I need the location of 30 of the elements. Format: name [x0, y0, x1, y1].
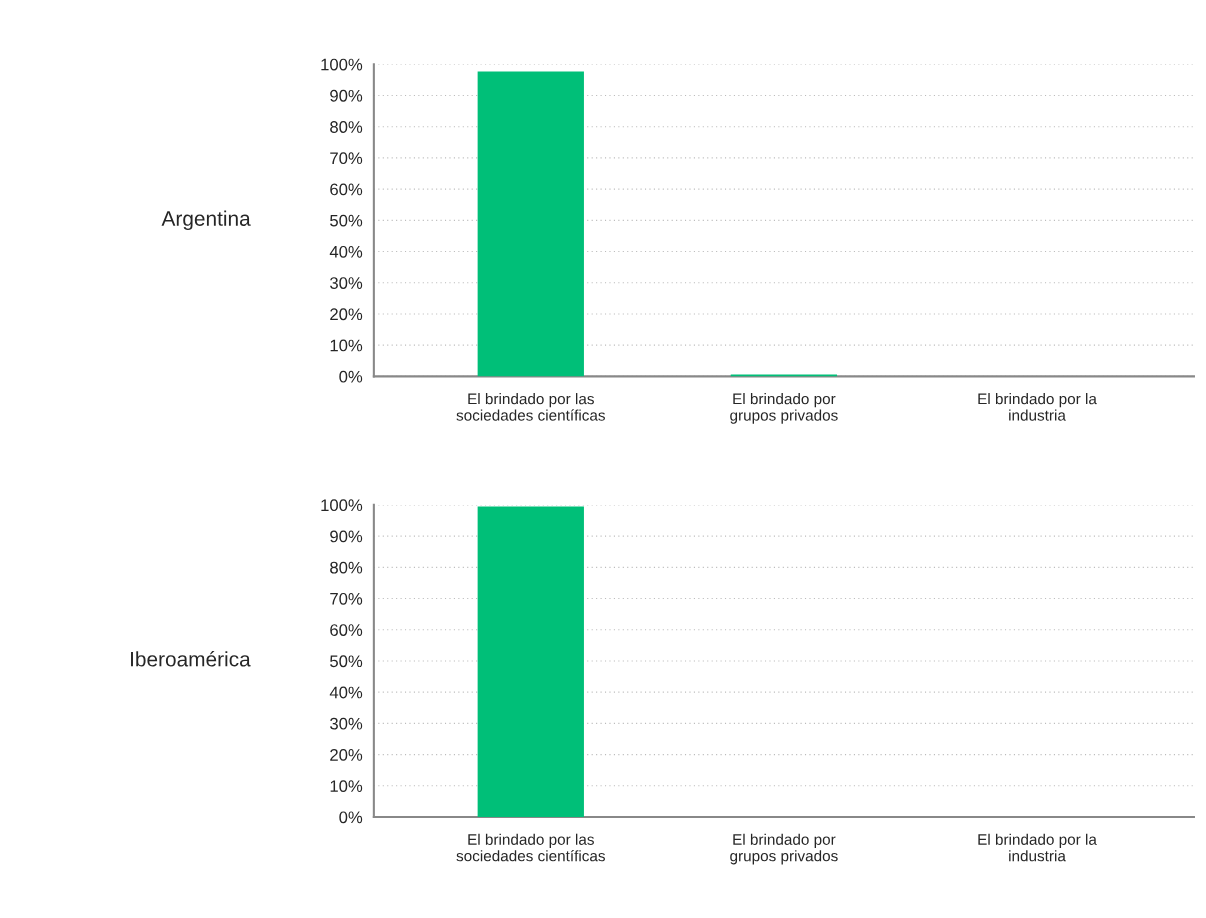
- y-tick-label: 90%: [330, 530, 363, 543]
- x-tick-label: El brindado por las sociedades científicas: [456, 393, 605, 421]
- y-tick-label: 30%: [330, 717, 363, 730]
- y-tick-label: 0%: [339, 811, 363, 824]
- y-tick-label: 0%: [339, 370, 363, 383]
- x-tick-label: El brindado por las sociedades científicas: [456, 833, 605, 862]
- y-tick-label: 100%: [321, 499, 363, 512]
- y-tick-label: 20%: [330, 308, 363, 321]
- x-tick-label: El brindado por la industria: [978, 833, 1097, 862]
- y-tick-label: 100%: [321, 58, 363, 71]
- y-tick-label: 80%: [330, 561, 363, 574]
- y-axis-title: Iberoamérica: [131, 651, 251, 667]
- y-tick-label: 50%: [330, 655, 363, 668]
- y-tick-label: 70%: [330, 592, 363, 605]
- y-tick-label: 30%: [330, 277, 363, 289]
- x-tick-label: El brindado por grupos privados: [730, 833, 838, 865]
- y-tick-label: 60%: [330, 183, 363, 196]
- y-tick-label: 70%: [330, 152, 363, 165]
- y-tick-label: 10%: [330, 339, 363, 352]
- y-tick-label: 20%: [330, 749, 363, 761]
- y-tick-label: 50%: [330, 214, 363, 227]
- y-tick-label: 90%: [330, 89, 363, 102]
- x-tick-label: El brindado por la industria: [978, 393, 1097, 421]
- x-tick-label: El brindado por grupos privados: [730, 393, 838, 424]
- y-tick-label: 40%: [329, 686, 363, 699]
- y-tick-label: 80%: [330, 121, 363, 133]
- y-tick-label: 60%: [330, 624, 363, 636]
- y-axis-title: Argentina: [161, 210, 251, 231]
- y-tick-label: 10%: [330, 780, 363, 793]
- y-tick-label: 40%: [329, 245, 363, 258]
